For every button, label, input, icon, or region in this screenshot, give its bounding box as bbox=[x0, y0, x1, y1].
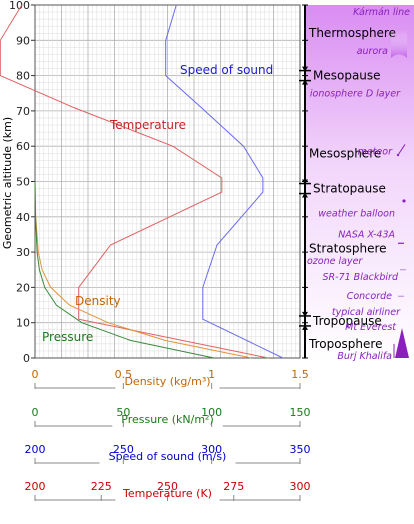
x-axis-label: Speed of sound (m/s) bbox=[109, 450, 227, 463]
boundary-arrow bbox=[302, 324, 308, 330]
series-line-speed-of-sound bbox=[165, 4, 284, 359]
series-label: Pressure bbox=[42, 330, 93, 344]
y-tick-label: 60 bbox=[16, 140, 30, 153]
annotation-label: Kármán line bbox=[353, 7, 410, 18]
annotations: Kármán line aurora ionosphere D layer meteo… bbox=[307, 7, 410, 362]
layer-label: Thermosphere bbox=[308, 26, 396, 40]
y-tick-label: 70 bbox=[16, 105, 30, 118]
x-tick-label: 1 bbox=[208, 368, 215, 381]
boundary-arrow bbox=[302, 311, 308, 317]
annotation-label: Mt Everest bbox=[345, 322, 397, 333]
annotation-icons bbox=[391, 29, 409, 358]
annotation-label: SR-71 Blackbird bbox=[323, 272, 399, 283]
x-axis-label: Density (kg/m³) bbox=[124, 375, 210, 388]
boundary-arrow bbox=[302, 179, 308, 185]
x-tick-label: 300 bbox=[290, 480, 311, 493]
layer-boundary-label: Mesopause bbox=[313, 69, 381, 83]
series-labels: Temperature Speed of sound Density Pressure bbox=[42, 63, 273, 344]
x-tick-label: 150 bbox=[290, 406, 311, 419]
annotation-label: NASA X-43A bbox=[338, 229, 395, 240]
x-tick-label: 50 bbox=[116, 406, 130, 419]
x-tick-label: 200 bbox=[25, 443, 46, 456]
y-tick-label: 30 bbox=[16, 246, 30, 259]
x-tick-label: 250 bbox=[113, 443, 134, 456]
series-label: Density bbox=[75, 294, 121, 308]
x-tick-label: 0 bbox=[32, 368, 39, 381]
series-line-density bbox=[34, 181, 252, 359]
y-axis: 0 10 20 30 40 50 60 70 80 90 100 bbox=[9, 0, 35, 365]
series-line-temperature bbox=[0, 4, 269, 359]
annotation-label: typical airliner bbox=[332, 307, 401, 318]
x-axes: 0 0.5 1 1.5 Density (kg/m³) 0 50 100 150 Pressure… bbox=[25, 368, 311, 501]
layer-label: Stratosphere bbox=[309, 242, 387, 256]
x-tick-label: 200 bbox=[25, 480, 46, 493]
meteor-icon bbox=[397, 144, 406, 156]
annotation-label: meteor bbox=[358, 146, 393, 157]
y-tick-label: 0 bbox=[23, 352, 30, 365]
layer-label: Troposphere bbox=[308, 337, 382, 351]
series-line-pressure bbox=[34, 181, 215, 359]
y-tick-label: 100 bbox=[9, 0, 30, 12]
boundary-arrow bbox=[302, 192, 308, 198]
mountain-icon bbox=[395, 327, 409, 358]
y-tick-label: 80 bbox=[16, 70, 30, 83]
x-tick-label: 300 bbox=[201, 443, 222, 456]
y-axis-label: Geometric altitude (km) bbox=[1, 117, 14, 249]
boundary-arrow bbox=[302, 79, 308, 85]
x-tick-label: 100 bbox=[201, 406, 222, 419]
layer-boundary-label: Stratopause bbox=[313, 182, 386, 196]
sky-panel bbox=[305, 5, 414, 363]
balloon-icon bbox=[402, 199, 406, 203]
annotation-label: ozone layer bbox=[307, 256, 363, 267]
x-tick-label: 275 bbox=[223, 480, 244, 493]
grid bbox=[34, 4, 301, 359]
y-tick-label: 20 bbox=[16, 281, 30, 294]
boundary-arrow bbox=[302, 66, 308, 72]
series-group bbox=[0, 4, 284, 359]
aurora-icon bbox=[391, 29, 407, 58]
layer-boundary-label: Tropopause bbox=[312, 314, 382, 328]
y-tick-label: 50 bbox=[16, 176, 30, 189]
series-label: Temperature bbox=[109, 118, 186, 132]
series-label: Speed of sound bbox=[180, 63, 273, 77]
x-tick-label: 250 bbox=[157, 480, 178, 493]
x-tick-label: 225 bbox=[91, 480, 112, 493]
annotation-label: ionosphere D layer bbox=[310, 88, 401, 99]
x-axis-label: Pressure (kN/m²) bbox=[121, 413, 213, 426]
annotation-label: weather balloon bbox=[318, 208, 395, 219]
x-tick-label: 1.5 bbox=[291, 368, 309, 381]
layer-label: Mesosphere bbox=[309, 146, 381, 160]
y-tick-label: 40 bbox=[16, 211, 30, 224]
y-tick-label: 10 bbox=[16, 317, 30, 330]
annotation-label: Burj Khalifa bbox=[337, 351, 392, 362]
x-tick-label: 0.5 bbox=[115, 368, 133, 381]
x-axis-label: Temperature (K) bbox=[122, 487, 212, 500]
x-tick-label: 350 bbox=[290, 443, 311, 456]
meteor-head-icon bbox=[396, 153, 400, 157]
y-tick-label: 90 bbox=[16, 34, 30, 47]
annotation-label: aurora bbox=[357, 46, 388, 57]
layer-labels: Thermosphere Mesopause Mesosphere Stratopau… bbox=[299, 26, 396, 351]
annotation-label: Concorde bbox=[347, 291, 392, 302]
x-tick-label: 0 bbox=[32, 406, 39, 419]
